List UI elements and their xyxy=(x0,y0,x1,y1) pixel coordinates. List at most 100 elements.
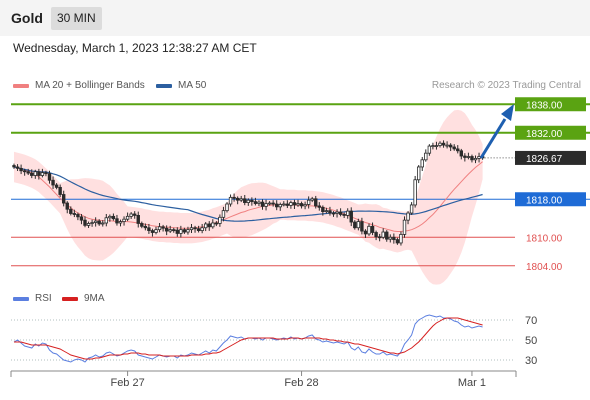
x-tick-label: Feb 27 xyxy=(110,377,144,389)
candle-body xyxy=(353,221,357,229)
candle-body xyxy=(30,172,34,176)
candle-body xyxy=(328,210,332,214)
candle-body xyxy=(349,210,353,223)
candle-body xyxy=(79,216,84,221)
candle-body xyxy=(385,231,389,240)
candle-body xyxy=(140,223,144,227)
candle-body xyxy=(445,144,449,147)
candle-body xyxy=(225,203,229,212)
candle-body xyxy=(143,225,148,229)
candle-body xyxy=(47,173,52,181)
candle-body xyxy=(132,213,137,216)
candle-body xyxy=(274,203,279,208)
level-label-1804-00: 1804.00 xyxy=(526,262,563,273)
candle-body xyxy=(164,227,169,232)
symbol-title: Gold xyxy=(11,10,43,26)
legend-ma20-label: MA 20 + Bollinger Bands xyxy=(35,80,145,91)
ma50-swatch xyxy=(156,83,172,88)
candle-body xyxy=(434,145,439,147)
rsi-tick-70: 70 xyxy=(525,315,537,327)
candle-body xyxy=(431,145,435,147)
candle-body xyxy=(267,202,272,205)
candle-body xyxy=(207,223,211,228)
candle-body xyxy=(150,230,155,233)
candle-body xyxy=(232,196,236,199)
candle-body xyxy=(278,204,282,208)
candle-body xyxy=(115,218,119,224)
candle-body xyxy=(93,220,98,223)
level-label-1818-00: 1818.00 xyxy=(526,195,563,206)
candle-body xyxy=(111,215,116,220)
candle-body xyxy=(101,222,105,225)
candle-body xyxy=(76,214,80,218)
ma20-swatch xyxy=(13,83,29,88)
candle-body xyxy=(58,186,62,195)
candle-body xyxy=(182,229,187,233)
candle-body xyxy=(147,227,151,231)
candle-body xyxy=(289,202,293,206)
candle-body xyxy=(203,223,208,229)
legend-ma20: MA 20 + Bollinger Bands xyxy=(13,80,145,91)
candle-body xyxy=(438,142,442,146)
candle-body xyxy=(463,155,467,158)
level-label-1810-00: 1810.00 xyxy=(526,233,563,244)
candle-body xyxy=(370,225,375,233)
timeframe-button[interactable]: 30 MIN xyxy=(51,7,102,30)
candle-body xyxy=(62,194,66,204)
candle-body xyxy=(235,197,240,201)
candle-body xyxy=(392,236,396,241)
candle-body xyxy=(381,231,385,238)
legend-9ma: 9MA xyxy=(62,293,105,304)
candle-body xyxy=(221,210,226,218)
candle-body xyxy=(40,172,45,176)
candle-body xyxy=(448,144,453,148)
candle-body xyxy=(342,214,346,216)
candle-body xyxy=(296,203,300,206)
candle-body xyxy=(136,214,140,224)
candle-body xyxy=(72,213,77,215)
candle-body xyxy=(97,220,101,225)
candle-body xyxy=(345,210,350,216)
candle-body xyxy=(157,226,162,231)
candle-body xyxy=(356,221,361,229)
credit-text: Research © 2023 Trading Central xyxy=(431,80,581,91)
candle-body xyxy=(317,205,321,208)
candle-body xyxy=(122,218,126,222)
candle-body xyxy=(193,227,197,230)
candle-body xyxy=(26,171,30,174)
rsi-swatch xyxy=(13,296,29,301)
datetime-text: Wednesday, March 1, 2023 12:38:27 AM CET xyxy=(13,41,257,55)
last-price-label-bg xyxy=(515,150,586,165)
candle-body xyxy=(12,165,16,168)
legend-9ma-label: 9MA xyxy=(84,293,105,304)
candle-body xyxy=(218,216,222,224)
candle-body xyxy=(257,201,261,204)
x-tick-label: Feb 28 xyxy=(284,377,318,389)
candle-body xyxy=(51,179,55,186)
candle-body xyxy=(452,146,456,150)
candle-body xyxy=(324,210,329,213)
rsi-tick-50: 50 xyxy=(525,335,537,347)
candle-body xyxy=(90,222,94,224)
candle-body xyxy=(200,227,204,231)
candle-body xyxy=(360,221,364,232)
candle-body xyxy=(161,226,165,229)
candle-body xyxy=(306,199,311,205)
candle-body xyxy=(86,223,91,226)
candle-body xyxy=(179,229,183,234)
candle-body xyxy=(228,196,233,205)
candle-body xyxy=(250,199,254,203)
candle-body xyxy=(374,232,378,238)
candle-body xyxy=(331,212,336,215)
candle-body xyxy=(466,156,471,158)
candle-body xyxy=(292,202,297,206)
candle-body xyxy=(239,198,243,201)
candle-body xyxy=(65,202,69,210)
candle-body xyxy=(37,171,41,176)
candle-body xyxy=(413,179,417,206)
candle-body xyxy=(118,221,123,224)
candle-body xyxy=(172,229,176,232)
candle-body xyxy=(470,156,474,161)
candle-body xyxy=(402,219,407,235)
